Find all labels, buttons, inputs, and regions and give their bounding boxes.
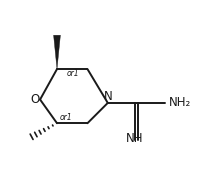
Polygon shape — [54, 35, 60, 69]
Text: NH: NH — [126, 132, 144, 145]
Text: O: O — [30, 93, 40, 106]
Text: or1: or1 — [60, 113, 72, 122]
Text: or1: or1 — [66, 69, 79, 78]
Text: NH₂: NH₂ — [169, 96, 191, 109]
Text: N: N — [103, 90, 112, 104]
